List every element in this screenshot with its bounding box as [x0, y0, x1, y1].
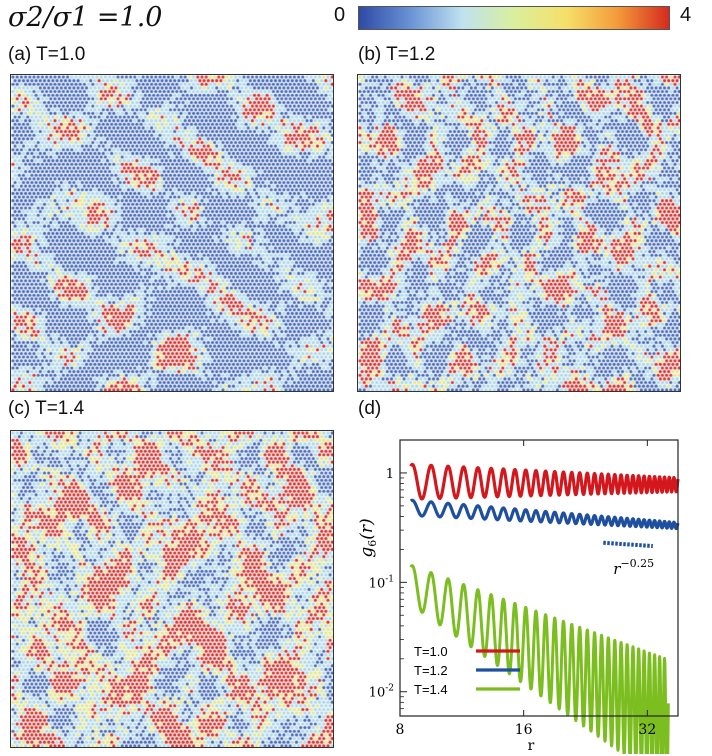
- legend-label-1: T=1.0: [414, 644, 448, 659]
- y-tick-label-2: 10-1: [369, 574, 394, 591]
- plot-frame: [399, 439, 679, 717]
- series-line-3: [409, 564, 670, 754]
- colorbar-max-label: 4: [680, 4, 692, 26]
- snapshot-panel-b: [357, 74, 681, 392]
- legend-label-3: T=1.4: [414, 682, 448, 697]
- snapshot-panel-c: [10, 430, 334, 748]
- legend-label-2: T=1.2: [414, 663, 448, 678]
- panel-a-label: (a) T=1.0: [8, 44, 86, 65]
- y-axis-label: g6(r): [358, 518, 379, 557]
- y-tick-label-3: 10-2: [369, 684, 394, 701]
- panel-b-label: (b) T=1.2: [358, 44, 436, 65]
- x-tick-label-2: 16: [515, 722, 533, 738]
- g6-correlation-plot: r−0.25 8 16 32 r 1 10-1 10-2 g6(r) T=1.0 T=1.2 T=1.…: [358, 439, 680, 754]
- reference-line: [603, 540, 653, 549]
- panel-c-label: (c) T=1.4: [8, 398, 85, 419]
- figure-title: σ2/σ1 =1.0: [8, 2, 163, 33]
- y-tick-label-1: 1: [386, 467, 394, 482]
- snapshot-panel-a: [10, 74, 334, 392]
- series-line-1: [409, 462, 680, 501]
- colorbar-min-label: 0: [334, 4, 346, 26]
- reference-line-label: r−0.25: [613, 557, 654, 578]
- x-axis-label: r: [528, 738, 535, 754]
- colorbar: [358, 6, 670, 30]
- panel-d-label: (d): [358, 398, 382, 419]
- x-tick-label-1: 8: [396, 722, 405, 738]
- series-line-2: [409, 498, 680, 531]
- x-tick-label-3: 32: [638, 722, 656, 738]
